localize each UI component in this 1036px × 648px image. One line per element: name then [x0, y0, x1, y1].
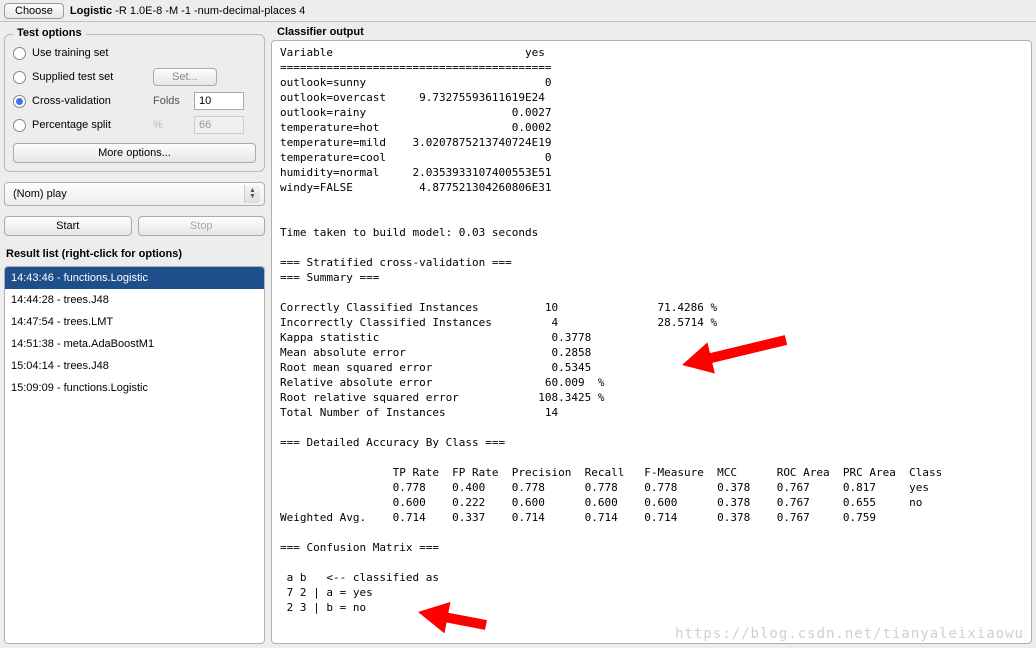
classifier-bar: Choose Logistic -R 1.0E-8 -M -1 -num-dec…	[0, 0, 1036, 22]
result-item[interactable]: 14:44:28 - trees.J48	[5, 289, 264, 311]
result-item[interactable]: 14:47:54 - trees.LMT	[5, 311, 264, 333]
result-list[interactable]: 14:43:46 - functions.Logistic14:44:28 - …	[4, 266, 265, 644]
pct-label: %	[153, 119, 188, 131]
result-list-title: Result list (right-click for options)	[6, 248, 263, 260]
result-item[interactable]: 14:43:46 - functions.Logistic	[5, 267, 264, 289]
label-supplied-set: Supplied test set	[32, 71, 147, 83]
class-attribute-value: (Nom) play	[13, 188, 67, 200]
result-item[interactable]: 15:04:14 - trees.J48	[5, 355, 264, 377]
label-pct-split: Percentage split	[32, 119, 147, 131]
set-button[interactable]: Set...	[153, 68, 217, 86]
label-cross-validation: Cross-validation	[32, 95, 147, 107]
folds-input[interactable]	[194, 92, 244, 110]
radio-use-training[interactable]	[13, 47, 26, 60]
result-item[interactable]: 14:51:38 - meta.AdaBoostM1	[5, 333, 264, 355]
choose-button[interactable]: Choose	[4, 3, 64, 19]
label-use-training: Use training set	[32, 47, 147, 59]
classifier-output-area[interactable]: Variable yes ===========================…	[271, 40, 1032, 644]
test-options-title: Test options	[13, 27, 86, 39]
radio-supplied-set[interactable]	[13, 71, 26, 84]
stop-button: Stop	[138, 216, 266, 236]
chevron-updown-icon: ▲▼	[244, 185, 260, 203]
classifier-output-title: Classifier output	[277, 26, 1030, 38]
classifier-string[interactable]: Logistic -R 1.0E-8 -M -1 -num-decimal-pl…	[70, 5, 305, 17]
folds-label: Folds	[153, 95, 188, 107]
radio-pct-split[interactable]	[13, 119, 26, 132]
result-item[interactable]: 15:09:09 - functions.Logistic	[5, 377, 264, 399]
radio-cross-validation[interactable]	[13, 95, 26, 108]
class-attribute-combo[interactable]: (Nom) play ▲▼	[4, 182, 265, 206]
more-options-button[interactable]: More options...	[13, 143, 256, 163]
classifier-output-text: Variable yes ===========================…	[280, 45, 1023, 615]
pct-input	[194, 116, 244, 134]
start-button[interactable]: Start	[4, 216, 132, 236]
